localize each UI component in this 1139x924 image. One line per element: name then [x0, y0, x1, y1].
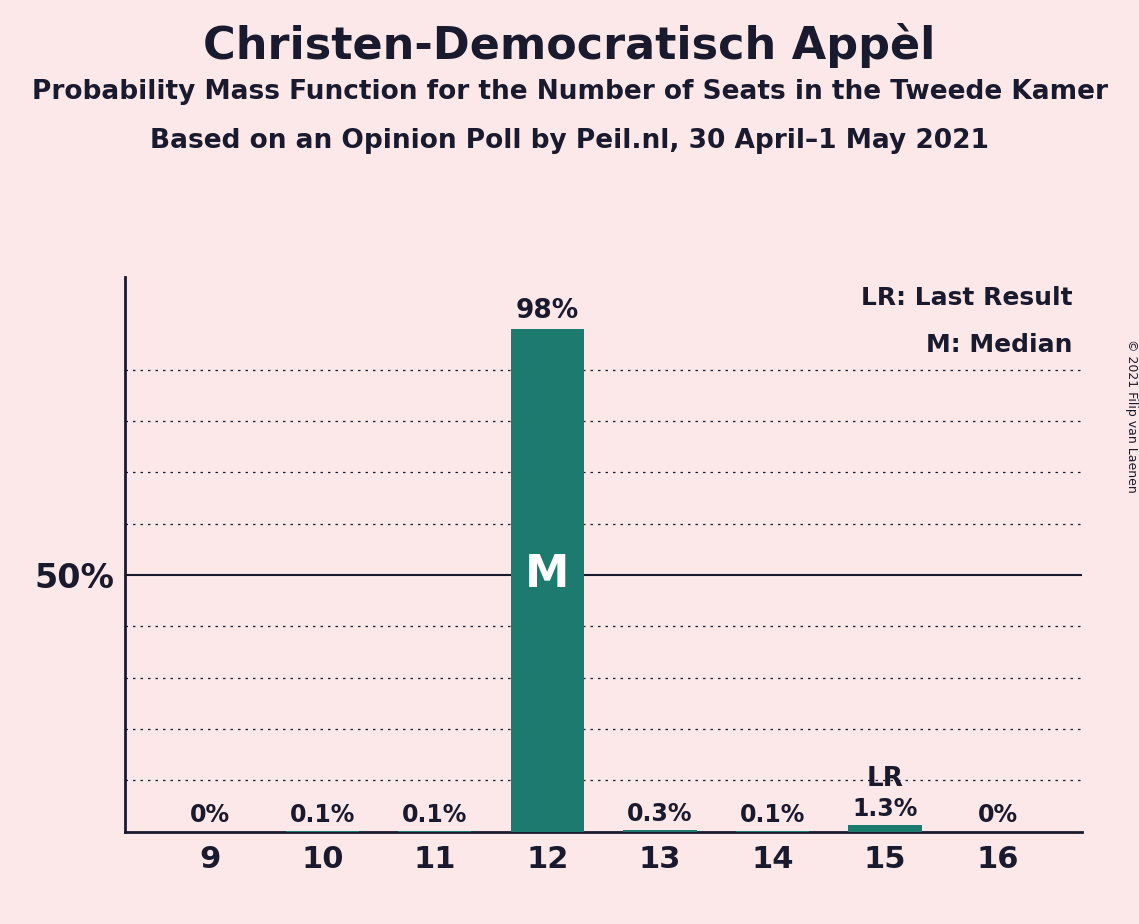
Text: 0.1%: 0.1% [740, 803, 805, 827]
Text: Probability Mass Function for the Number of Seats in the Tweede Kamer: Probability Mass Function for the Number… [32, 79, 1107, 104]
Text: 0.1%: 0.1% [402, 803, 467, 827]
Text: LR: LR [867, 766, 903, 792]
Text: 98%: 98% [516, 298, 579, 324]
Text: 0.1%: 0.1% [289, 803, 355, 827]
Bar [849, 825, 921, 832]
Text: LR: Last Result: LR: Last Result [861, 286, 1073, 310]
Text: © 2021 Filip van Laenen: © 2021 Filip van Laenen [1124, 339, 1138, 492]
Bar [623, 830, 697, 832]
Text: 1.3%: 1.3% [852, 796, 918, 821]
Text: M: M [525, 553, 570, 596]
Text: Based on an Opinion Poll by Peil.nl, 30 April–1 May 2021: Based on an Opinion Poll by Peil.nl, 30 … [150, 128, 989, 153]
Text: 0%: 0% [190, 804, 230, 828]
Text: 0.3%: 0.3% [628, 802, 693, 826]
Text: Christen-Democratisch Appèl: Christen-Democratisch Appèl [204, 23, 935, 68]
Text: M: Median: M: Median [926, 333, 1073, 357]
Bar [510, 329, 584, 832]
Text: 0%: 0% [977, 804, 1017, 828]
